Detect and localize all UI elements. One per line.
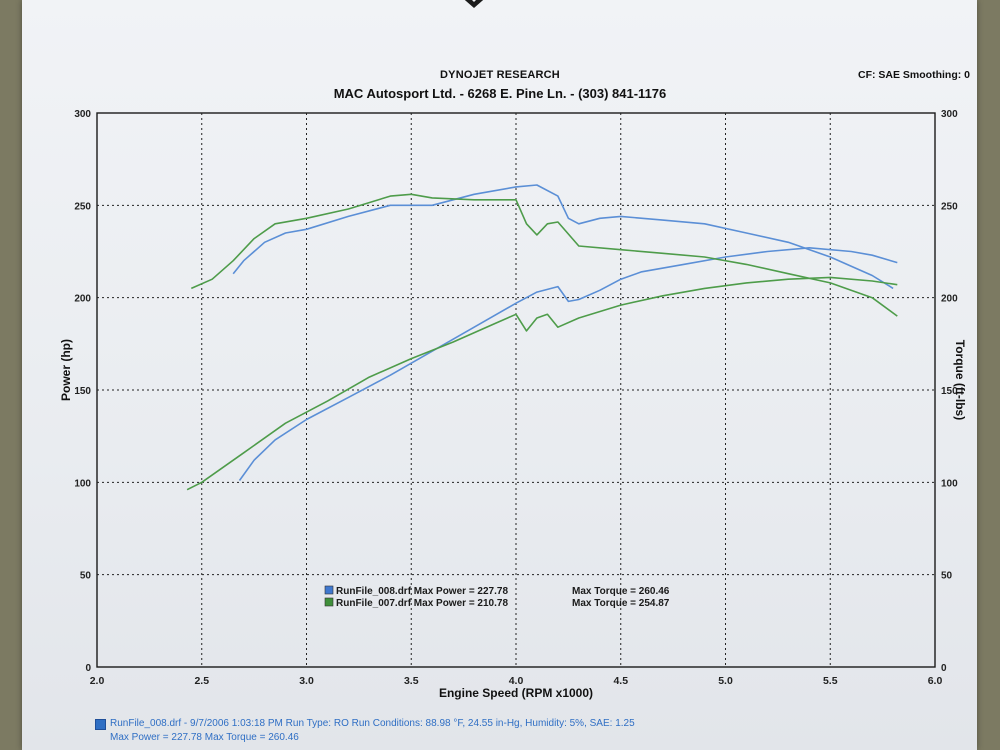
x-tick-label: 2.5 [194, 675, 209, 687]
x-tick-label: 5.0 [718, 675, 733, 687]
y2-tick-label: 250 [941, 201, 958, 212]
y2-tick-label: 300 [941, 109, 958, 120]
y-tick-label: 100 [74, 478, 91, 489]
y2-tick-label: 50 [941, 571, 953, 582]
legend-torque: Max Torque = 254.87 [572, 598, 670, 609]
x-tick-label: 3.5 [404, 675, 419, 687]
y2-tick-label: 0 [941, 663, 947, 674]
dynojet-logo-icon [464, 0, 484, 8]
x-tick-label: 4.5 [613, 675, 628, 687]
legend-swatch [324, 597, 334, 607]
x-tick-label: 4.0 [509, 675, 524, 687]
y-axis-label: Power (hp) [59, 339, 73, 401]
shop-info: MAC Autosport Ltd. - 6268 E. Pine Ln. - … [333, 86, 667, 101]
dyno-sheet [22, 0, 977, 750]
y2-axis-label: Torque (ft-lbs) [953, 340, 967, 420]
y2-tick-label: 100 [941, 478, 958, 489]
report-title: DYNOJET RESEARCH [440, 69, 560, 81]
series-line-power-runfile007drf [186, 276, 898, 491]
y2-tick-label: 150 [941, 386, 958, 397]
y-tick-label: 150 [74, 386, 91, 397]
x-tick-label: 5.5 [823, 675, 838, 687]
footer-run-maxima: Max Power = 227.78 Max Torque = 260.46 [110, 732, 299, 743]
x-axis-label: Engine Speed (RPM x1000) [439, 686, 593, 700]
y-tick-label: 250 [74, 201, 91, 212]
y-tick-label: 300 [74, 109, 91, 120]
y-tick-label: 0 [85, 663, 91, 674]
series-line-torque-runfile008drf [232, 184, 894, 290]
x-tick-label: 6.0 [928, 675, 943, 687]
legend-torque: Max Torque = 260.46 [572, 586, 670, 597]
x-tick-label: 2.0 [90, 675, 105, 687]
y-tick-label: 200 [74, 294, 91, 305]
legend-label: RunFile_008.drf Max Power = 227.78 [336, 586, 508, 597]
x-tick-label: 3.0 [299, 675, 314, 687]
legend-label: RunFile_007.drf Max Power = 210.78 [336, 598, 508, 609]
y2-tick-label: 200 [941, 294, 958, 305]
footer-run-swatch [95, 719, 106, 730]
legend-swatch [324, 585, 334, 595]
footer-run-info: RunFile_008.drf - 9/7/2006 1:03:18 PM Ru… [110, 718, 635, 729]
series-line-power-runfile008drf [238, 247, 898, 481]
y-tick-label: 50 [80, 571, 92, 582]
correction-factor: CF: SAE Smoothing: 0 [858, 69, 970, 81]
series-line-torque-runfile007drf [190, 193, 898, 317]
